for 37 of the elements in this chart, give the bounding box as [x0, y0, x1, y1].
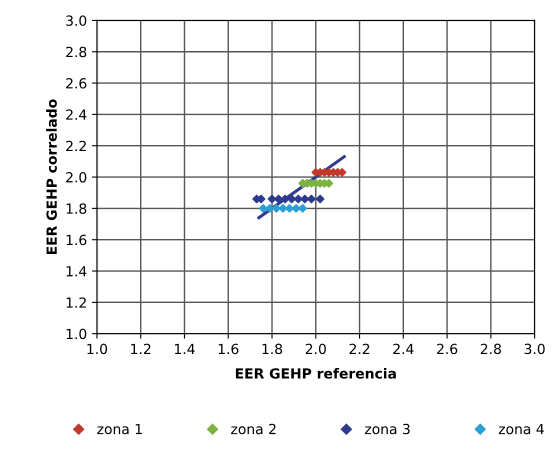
y-tick-label: 2.2	[66, 140, 86, 152]
y-tick-label: 3.0	[66, 15, 86, 26]
point	[268, 194, 276, 204]
legend-label: zona 1	[97, 424, 142, 434]
x-tick-label: 1.8	[262, 344, 282, 354]
y-axis-title: EER GEHP correlado	[46, 99, 57, 254]
y-tick-label: 1.6	[66, 234, 86, 246]
point	[272, 204, 281, 213]
x-tick-label: 1.2	[131, 344, 150, 354]
y-tick-label: 1.2	[66, 297, 86, 308]
x-tick-label: 2.2	[350, 344, 370, 354]
legend-label: zona 2	[231, 424, 276, 434]
legend-label: zona 4	[498, 424, 544, 434]
x-tick-label: 3.0	[524, 344, 545, 354]
x-tick-label: 1.6	[218, 344, 238, 354]
y-tick-label: 1.8	[66, 203, 86, 214]
point	[298, 204, 308, 213]
point	[278, 204, 288, 213]
x-tick-label: 1.4	[174, 344, 195, 354]
y-tick-label: 2.8	[66, 46, 86, 58]
x-tick-label: 2.4	[393, 344, 414, 354]
x-tick-label: 1.0	[87, 344, 108, 354]
x-tick-label: 2.8	[480, 344, 501, 354]
point	[274, 194, 283, 204]
y-tick-label: 1.4	[66, 266, 86, 276]
y-tick-label: 2.0	[66, 172, 86, 183]
point	[316, 194, 325, 204]
legend-label: zona 3	[365, 424, 410, 434]
y-tick-label: 2.4	[66, 109, 86, 120]
x-tick-label: 2.6	[437, 344, 458, 354]
y-tick-label: 2.6	[66, 78, 86, 89]
point	[307, 194, 316, 204]
y-tick-label: 1.0	[66, 328, 86, 340]
point	[292, 204, 300, 213]
point	[285, 204, 294, 213]
x-axis-title: EER GEHP referencia	[236, 368, 396, 379]
x-tick-label: 2.0	[306, 344, 326, 354]
